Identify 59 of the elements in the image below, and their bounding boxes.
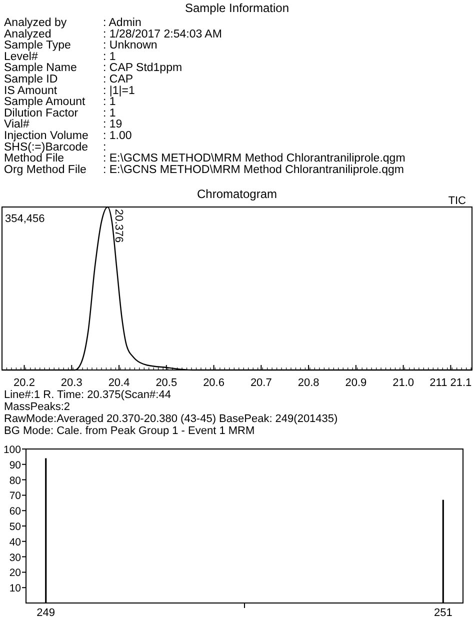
annotation: 354,456 [5,213,45,225]
text: : 1/28/2017 2:54:03 AM [103,28,222,40]
x-tick-label: 20.3 [60,377,82,389]
text: : E:\GCMS METHOD\MRM Method Chlorantraniliprole.qgm [103,152,406,165]
category-label: Level# [4,50,38,63]
x-tick-label: 20.9 [345,377,367,389]
y-tick-label: 20 [9,567,22,580]
annotation: TIC [448,195,466,207]
annotation: 20.376 [112,209,125,243]
text: MassPeaks:2 [4,401,70,413]
x-tick-label: 20.4 [108,377,130,389]
text: : Unknown [103,40,158,52]
x-tick-label: 21.0 [392,377,414,389]
category-label: Method File [4,152,64,165]
y-tick-label: 50 [9,521,22,533]
category-label: Injection Volume [4,130,88,142]
text: : 1.00 [103,130,132,142]
text: : [103,141,106,154]
category-label: Sample Type [4,40,71,52]
y-tick-label: 100 [3,444,22,456]
text: : 19 [103,118,122,131]
text: : 1 [103,107,116,120]
x-tick-label: 20.7 [250,377,272,389]
y-tick-label: 10 [9,582,22,595]
chart-title: Chromatogram [196,187,278,201]
category-label: Sample Amount [4,96,86,108]
y-tick-label: 70 [9,490,22,502]
y-tick-label: 30 [9,552,22,564]
text: Line#:1 R. Time: 20.375(Scan#:44 [4,389,171,401]
y-tick-label: 80 [9,474,22,487]
x-tick-label: 20.5 [156,377,178,389]
category-label: Sample Name [4,62,77,74]
text: : 1 [103,50,116,63]
category-label: IS Amount [4,84,58,97]
text: : Admin [103,17,142,29]
x-tick-label: 249 [36,607,56,619]
text: BG Mode: Cale. from Peak Group 1 - Event 1 MRM [4,425,255,437]
text: : |1|=1 [103,84,135,97]
category-label: Dilution Factor [4,107,78,120]
y-tick-label: 40 [9,536,22,548]
category-label: SHS(:=)Barcode [4,141,88,154]
y-tick-label: 90 [9,459,22,472]
x-tick-label: 20.8 [298,377,320,389]
text: : CAP [103,74,134,86]
text: : 1 [103,96,116,108]
text: RawMode:Averaged 20.370-20.380 (43-45) BasePeak: 249(201435) [4,413,338,425]
text: : E:\GCNS METHOD\MRM Method Chlorantraniliprole.qgm [103,164,404,176]
category-label: Analyzed by [4,17,67,29]
category-label: Sample ID [4,74,58,86]
category-label: Org Method File [4,164,86,176]
x-tick-label: 20.6 [203,377,224,389]
x-tick-label: 211 21.1 [430,377,472,389]
text: : CAP Std1ppm [103,62,182,74]
text: Sample Information [184,1,290,15]
x-tick-label: 20.2 [14,377,35,389]
category-label: Vial# [4,118,30,131]
category-label: Analyzed [4,28,52,40]
y-tick-label: 60 [9,506,22,518]
x-tick-label: 251 [434,607,452,619]
